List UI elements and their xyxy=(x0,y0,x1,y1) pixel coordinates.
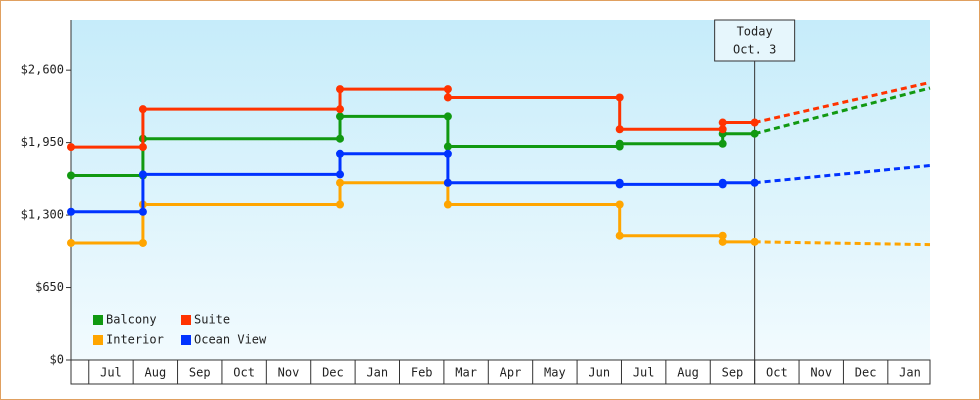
legend-label: Suite xyxy=(194,313,230,327)
point xyxy=(138,170,147,179)
x-tick-label: Oct xyxy=(233,366,255,380)
point xyxy=(615,139,624,148)
point xyxy=(67,143,75,152)
point xyxy=(443,142,452,151)
x-tick-label: Apr xyxy=(500,366,522,380)
point xyxy=(443,85,452,94)
y-tick-label: $650 xyxy=(35,280,64,294)
point xyxy=(750,237,759,246)
annotation-text: Today xyxy=(737,25,773,39)
x-tick-label: Jun xyxy=(588,366,610,380)
forecast-line xyxy=(754,86,931,136)
y-tick-label: $0 xyxy=(50,353,64,367)
x-tick-label: Jul xyxy=(633,366,655,380)
annotation-box xyxy=(714,19,796,62)
point xyxy=(138,238,147,247)
point xyxy=(718,237,727,246)
y-tick-label: $1,300 xyxy=(21,208,64,222)
y-tick-label: $2,600 xyxy=(21,63,64,77)
point xyxy=(138,207,147,216)
x-tick-label: Jan xyxy=(899,366,921,380)
point xyxy=(718,118,727,127)
x-tick-label: May xyxy=(544,366,566,380)
point xyxy=(443,200,452,209)
x-tick-label: Feb xyxy=(411,366,433,380)
point xyxy=(718,125,727,134)
annotation-text: Oct. 3 xyxy=(733,43,776,57)
point xyxy=(336,149,345,158)
point xyxy=(138,105,147,114)
x-tick-label: Jan xyxy=(366,366,388,380)
point xyxy=(336,134,345,143)
x-tick-label: Nov xyxy=(278,366,300,380)
plot-area xyxy=(71,20,930,360)
x-tick-label: Dec xyxy=(322,366,344,380)
legend-label: Balcony xyxy=(106,313,157,327)
point xyxy=(443,178,452,187)
x-axis-box xyxy=(70,359,931,385)
point xyxy=(336,105,345,114)
legend-label: Interior xyxy=(106,333,164,347)
legend-swatch xyxy=(181,315,191,325)
point xyxy=(336,170,345,179)
legend-label: Ocean View xyxy=(194,333,267,347)
point xyxy=(615,231,624,240)
point xyxy=(750,129,759,138)
point xyxy=(615,125,624,134)
point xyxy=(718,178,727,187)
point xyxy=(67,171,75,180)
x-tick-label: Jul xyxy=(100,366,122,380)
legend-swatch xyxy=(93,335,103,345)
point xyxy=(336,112,345,121)
point xyxy=(615,93,624,102)
x-tick-label: Nov xyxy=(810,366,832,380)
point xyxy=(336,178,345,187)
x-tick-label: Aug xyxy=(145,366,167,380)
x-tick-label: Sep xyxy=(722,366,744,380)
legend-swatch xyxy=(93,315,103,325)
legend-swatch xyxy=(181,335,191,345)
point xyxy=(443,149,452,158)
point xyxy=(615,200,624,209)
point xyxy=(718,231,727,240)
x-tick-label: Dec xyxy=(855,366,877,380)
x-tick-label: Oct xyxy=(766,366,788,380)
y-tick-label: $1,950 xyxy=(21,135,64,149)
point xyxy=(750,178,759,187)
x-tick-label: Sep xyxy=(189,366,211,380)
point xyxy=(67,238,75,247)
point xyxy=(336,200,345,209)
point xyxy=(336,85,345,94)
point xyxy=(615,180,624,189)
point xyxy=(443,93,452,102)
x-tick-label: Mar xyxy=(455,366,477,380)
point xyxy=(750,118,759,127)
point xyxy=(138,143,147,152)
point xyxy=(443,112,452,121)
point xyxy=(67,207,75,216)
point xyxy=(718,139,727,148)
x-tick-label: Aug xyxy=(677,366,699,380)
